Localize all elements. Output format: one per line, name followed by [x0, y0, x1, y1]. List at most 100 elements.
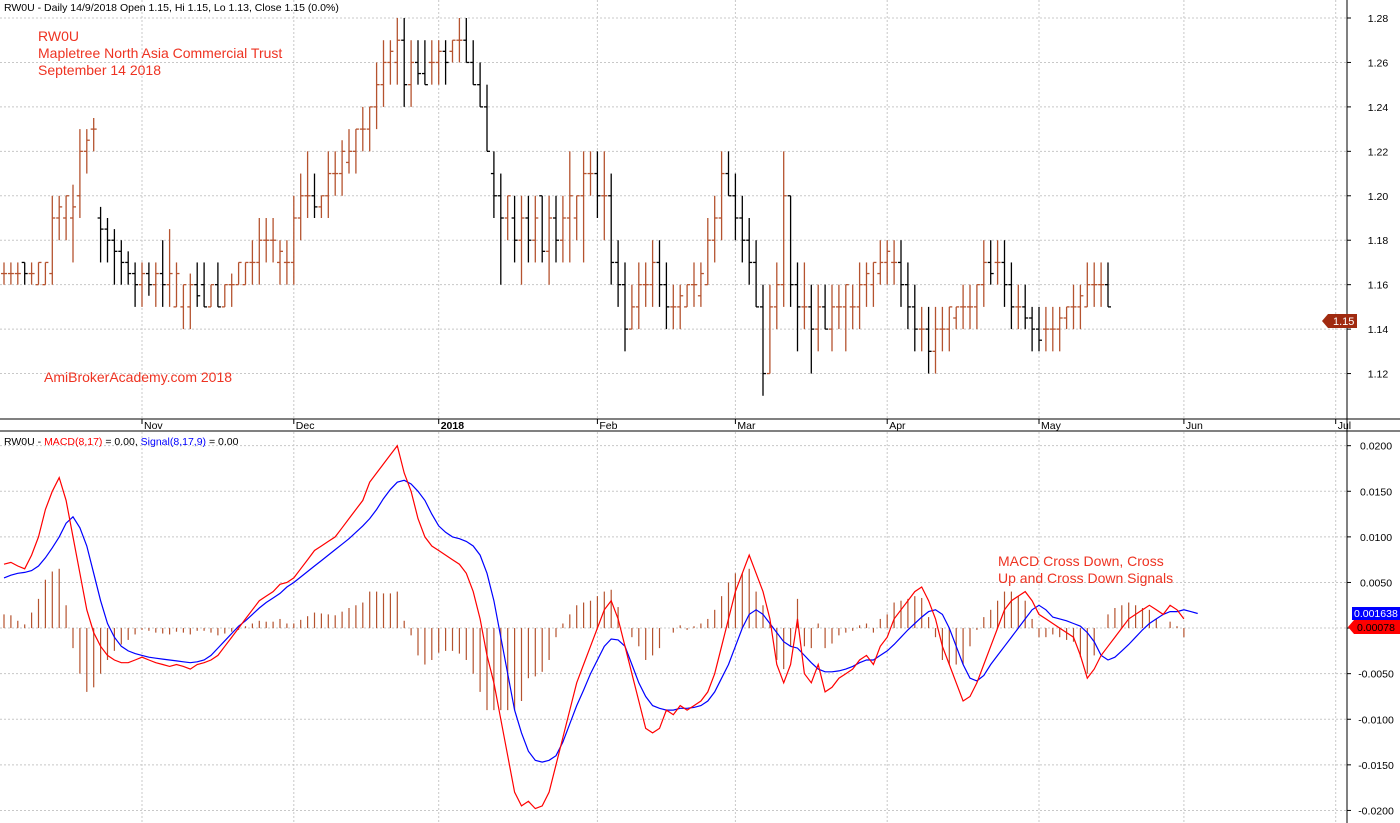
price-y-tick-label: 1.22: [1368, 146, 1389, 158]
price-bar: [1022, 284, 1029, 330]
price-bar: [490, 151, 497, 218]
price-bar: [642, 262, 649, 307]
price-bar: [373, 62, 380, 130]
price-bar: [1, 262, 7, 285]
price-bar: [394, 18, 401, 85]
x-tick-label: May: [1041, 420, 1062, 432]
macd-note-1: MACD Cross Down, Cross: [998, 553, 1164, 569]
price-bar: [318, 195, 325, 218]
price-bar: [235, 261, 242, 286]
price-bar: [415, 40, 421, 85]
price-bar: [697, 262, 704, 307]
price-bar: [559, 195, 566, 263]
price-bar: [1049, 306, 1056, 352]
price-bar: [463, 18, 470, 64]
price-bar: [663, 262, 670, 330]
price-bar: [732, 173, 739, 241]
price-bar: [21, 261, 28, 285]
price-bar: [456, 18, 463, 63]
x-tick-label: Feb: [599, 420, 617, 432]
price-bar: [1029, 306, 1036, 352]
price-bar: [332, 151, 339, 196]
price-bar: [601, 151, 608, 241]
price-bar: [539, 195, 546, 263]
x-tick-label: Dec: [296, 420, 315, 432]
price-bars: [1, 18, 1111, 396]
price-bar: [904, 262, 911, 330]
annotation-company: Mapletree North Asia Commercial Trust: [38, 45, 282, 61]
price-bar: [35, 261, 42, 286]
price-bar: [504, 195, 511, 241]
watermark: AmiBrokerAcademy.com 2018: [44, 369, 232, 385]
price-bar: [808, 284, 815, 374]
price-bar: [849, 284, 856, 330]
price-bar: [339, 140, 346, 196]
price-y-tick-label: 1.14: [1368, 324, 1389, 336]
price-bar: [780, 151, 787, 307]
price-bar: [891, 240, 898, 285]
price-bar: [635, 262, 642, 330]
x-tick-label: Nov: [144, 420, 163, 432]
price-bar: [14, 262, 21, 285]
price-bar: [684, 284, 691, 308]
price-bar: [28, 262, 35, 285]
price-bar: [987, 240, 994, 285]
price-bar: [587, 151, 594, 196]
price-bar: [387, 40, 394, 85]
price-bar: [63, 195, 70, 241]
price-bar: [442, 40, 449, 85]
macd-header-symbol: RW0U -: [4, 436, 44, 448]
macd-note-2: Up and Cross Down Signals: [998, 570, 1173, 586]
price-bar: [608, 173, 615, 285]
price-bar: [704, 218, 711, 286]
annotation-symbol: RW0U: [38, 28, 79, 44]
price-bar: [125, 251, 132, 285]
price-bar: [1056, 306, 1063, 352]
price-bar: [753, 240, 760, 308]
x-tick-label: 2018: [441, 420, 465, 432]
price-bar: [139, 262, 145, 307]
price-bar: [277, 240, 283, 285]
price-bar: [408, 40, 415, 107]
macd-header-macd-value: = 0.00,: [102, 436, 140, 448]
price-bar: [214, 262, 221, 308]
price-bar: [187, 273, 194, 330]
price-bar: [1042, 306, 1049, 352]
price-bar: [477, 62, 484, 108]
price-bar: [249, 240, 256, 285]
macd-header-signal-value: = 0.00: [206, 436, 239, 448]
price-bar: [884, 240, 891, 285]
macd-header: RW0U - MACD(8,17) = 0.00, Signal(8,17,9)…: [4, 436, 239, 448]
price-bar: [801, 262, 808, 330]
price-bar: [932, 306, 939, 374]
price-bar: [842, 284, 849, 352]
price-bar: [132, 262, 139, 307]
price-bar: [856, 262, 863, 330]
price-bar: [594, 151, 601, 218]
price-bar: [739, 195, 746, 263]
macd-y-tick-label: -0.0200: [1358, 805, 1394, 817]
price-bar: [497, 173, 504, 285]
price-bar: [766, 284, 773, 375]
price-y-tick-label: 1.12: [1368, 369, 1389, 381]
price-bar: [1001, 240, 1008, 307]
price-bar: [90, 118, 97, 152]
price-bar: [70, 184, 76, 263]
price-bar: [1070, 284, 1077, 330]
price-bar: [511, 195, 518, 263]
price-bar: [829, 284, 835, 352]
macd-lines: [3, 444, 1198, 810]
price-bar: [173, 262, 180, 308]
price-bar: [960, 284, 967, 330]
price-bar: [359, 106, 366, 152]
price-bar: [677, 284, 684, 330]
price-bar: [822, 284, 829, 330]
price-bar: [877, 240, 884, 285]
price-bar: [911, 284, 918, 352]
macd-y-tick-label: -0.0100: [1358, 714, 1394, 726]
price-bar: [152, 262, 159, 307]
price-bar: [656, 240, 663, 307]
price-bar: [401, 18, 408, 107]
price-bar: [925, 306, 932, 374]
x-tick-label: Apr: [889, 420, 906, 432]
